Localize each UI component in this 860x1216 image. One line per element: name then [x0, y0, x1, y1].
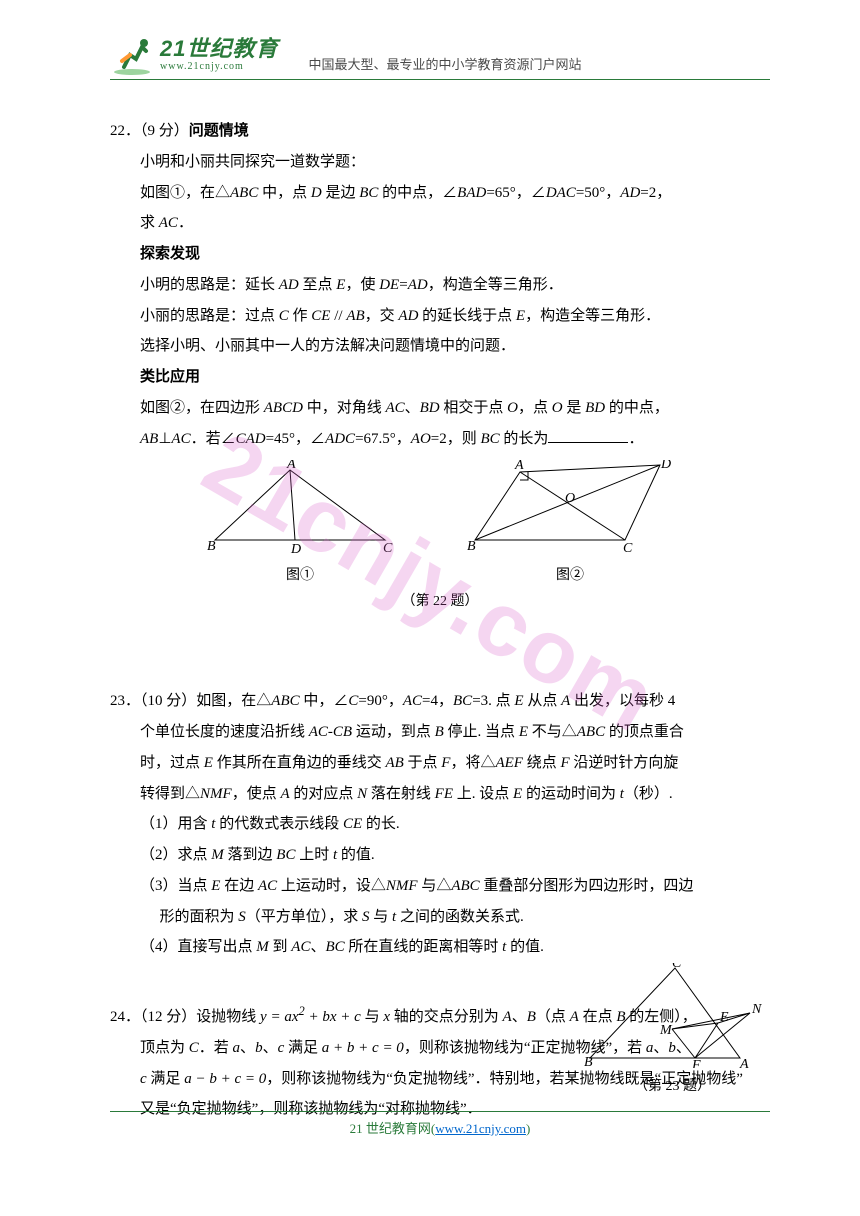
svg-text:F: F	[691, 1058, 701, 1068]
fig23-caption: （第 23 题）	[580, 1075, 765, 1095]
q22-h2: 探索发现	[140, 245, 200, 262]
question-22: 22．（9 分）问题情境 小明和小丽共同探究一道数学题： 如图①，在△ABC 中…	[110, 116, 770, 610]
svg-text:A: A	[286, 460, 296, 472]
q22-figcaption: （第 22 题）	[110, 590, 770, 610]
q22-l1: 小明和小丽共同探究一道数学题：	[110, 147, 770, 178]
svg-text:C: C	[623, 541, 633, 555]
svg-text:N: N	[751, 1002, 762, 1017]
q22-figures: A B D C 图① A B C D O	[110, 460, 770, 584]
svg-text:B: B	[467, 539, 476, 554]
question-23: 23．（10 分）如图，在△ABC 中，∠C=90°，AC=4，BC=3. 点 …	[110, 686, 770, 963]
q22-num: 22．	[110, 123, 140, 139]
logo-text-url: www.21cnjy.com	[160, 62, 278, 72]
svg-text:B: B	[584, 1055, 593, 1068]
q22-blank	[548, 428, 628, 443]
runner-icon	[110, 33, 154, 77]
footer-link[interactable]: www.21cnjy.com	[435, 1121, 526, 1136]
figure-2-svg: A B C D O	[465, 460, 675, 555]
site-header: 21世纪教育 www.21cnjy.com 中国最大型、最专业的中小学教育资源门…	[110, 20, 770, 80]
q24-num: 24．	[110, 1009, 140, 1025]
svg-text:D: D	[660, 460, 671, 472]
svg-text:A: A	[739, 1057, 749, 1068]
svg-text:M: M	[659, 1023, 673, 1038]
figure-23: C B A F E N M （第 23 题）	[580, 963, 765, 1095]
q23-num: 23．	[110, 693, 140, 709]
svg-text:C: C	[383, 541, 393, 555]
header-tagline: 中国最大型、最专业的中小学教育资源门户网站	[308, 54, 581, 73]
svg-text:B: B	[207, 539, 216, 554]
page-footer: 21 世纪教育网(www.21cnjy.com)	[110, 1111, 770, 1137]
q22-h3: 类比应用	[140, 368, 200, 385]
svg-text:E: E	[719, 1010, 729, 1025]
svg-text:A: A	[514, 460, 524, 473]
svg-text:D: D	[290, 542, 301, 555]
fig1-label: 图①	[205, 564, 395, 584]
figure-23-svg: C B A F E N M	[580, 963, 765, 1068]
logo: 21世纪教育 www.21cnjy.com	[110, 33, 278, 77]
svg-text:O: O	[565, 491, 575, 506]
svg-text:C: C	[672, 963, 682, 971]
q22-h1: 问题情境	[189, 122, 249, 139]
logo-text-cn: 21世纪教育	[160, 38, 278, 60]
fig2-label: 图②	[465, 564, 675, 584]
figure-1-svg: A B D C	[205, 460, 395, 555]
